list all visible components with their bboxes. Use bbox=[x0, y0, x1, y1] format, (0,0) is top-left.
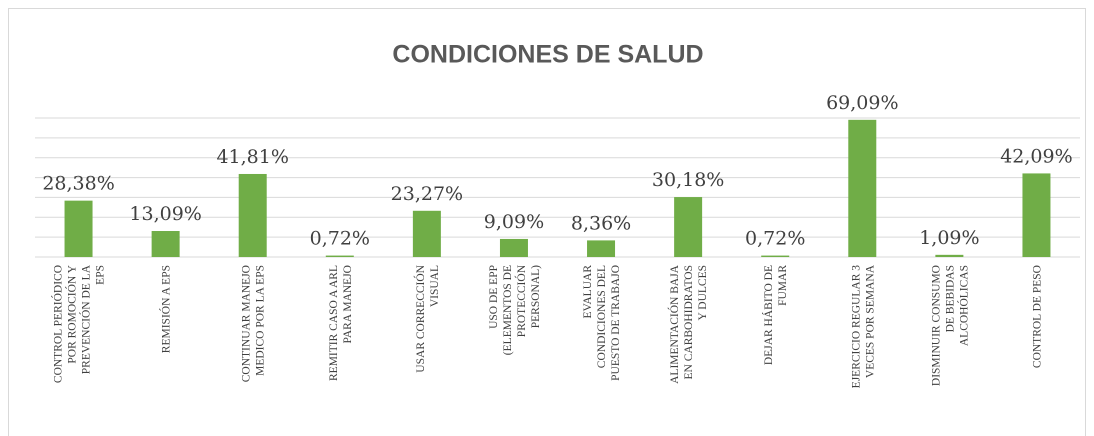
data-label: 42,09% bbox=[1000, 145, 1072, 167]
x-tick-label: DISMINUIR CONSUMO DE BEBIDAS ALCOHÓLICAS bbox=[930, 265, 970, 386]
data-label: 8,36% bbox=[571, 212, 631, 234]
data-label: 13,09% bbox=[129, 203, 201, 225]
bar bbox=[1022, 173, 1051, 257]
x-tick-label: CONTROL PERIÓDICO POR ROMOCIÓN Y PREVENCIÓ… bbox=[51, 264, 107, 383]
x-tick-label: DEJAR HÁBITO DE FUMAR bbox=[761, 265, 789, 365]
x-tick-label: EVALUAR CONDICIONES DEL PUESTO DE TRABAJO bbox=[582, 265, 622, 381]
bar bbox=[412, 210, 441, 257]
bar bbox=[151, 231, 180, 257]
bar bbox=[935, 254, 964, 257]
bar bbox=[848, 119, 877, 257]
bar bbox=[499, 238, 528, 257]
x-tick-label: REMISIÓN A EPS bbox=[159, 265, 173, 353]
x-tick-label: EJERCICIO REGULAR 3 VECES POR SEMANA bbox=[850, 264, 876, 388]
bar bbox=[761, 255, 790, 257]
x-tick-label: USAR CORRECCIÓN VISUAL bbox=[413, 264, 441, 372]
data-label: 9,09% bbox=[484, 211, 544, 233]
x-tick-label: USO DE EPP (ELEMENTOS DE PROTECCIÓN PERSONA… bbox=[488, 264, 542, 355]
data-label: 1,09% bbox=[919, 227, 979, 249]
chart-title: CONDICIONES DE SALUD bbox=[392, 41, 703, 69]
data-label: 0,72% bbox=[310, 228, 370, 250]
data-label: 69,09% bbox=[826, 92, 898, 114]
chart-border bbox=[8, 8, 1086, 436]
data-label: 30,18% bbox=[652, 169, 724, 191]
bar bbox=[64, 200, 93, 257]
x-tick-label: CONTINUAR MANEJO MEDICO POR LA EPS bbox=[241, 265, 267, 382]
bar bbox=[587, 240, 616, 257]
data-label: 41,81% bbox=[216, 146, 288, 168]
x-tick-label: ALIMENTACIÓN BAJA EN CARBOHIDRATOS Y DULCE… bbox=[667, 264, 709, 384]
bar bbox=[238, 173, 267, 257]
data-label: 23,27% bbox=[391, 183, 463, 205]
data-label: 28,38% bbox=[42, 173, 114, 195]
data-label: 0,72% bbox=[745, 228, 805, 250]
x-tick-label: REMITIR CASO A ARL PARA MANEJO bbox=[328, 265, 354, 381]
bar bbox=[325, 255, 354, 257]
bar bbox=[674, 197, 703, 257]
x-tick-label: CONTROL DE PESO bbox=[1031, 265, 1043, 368]
